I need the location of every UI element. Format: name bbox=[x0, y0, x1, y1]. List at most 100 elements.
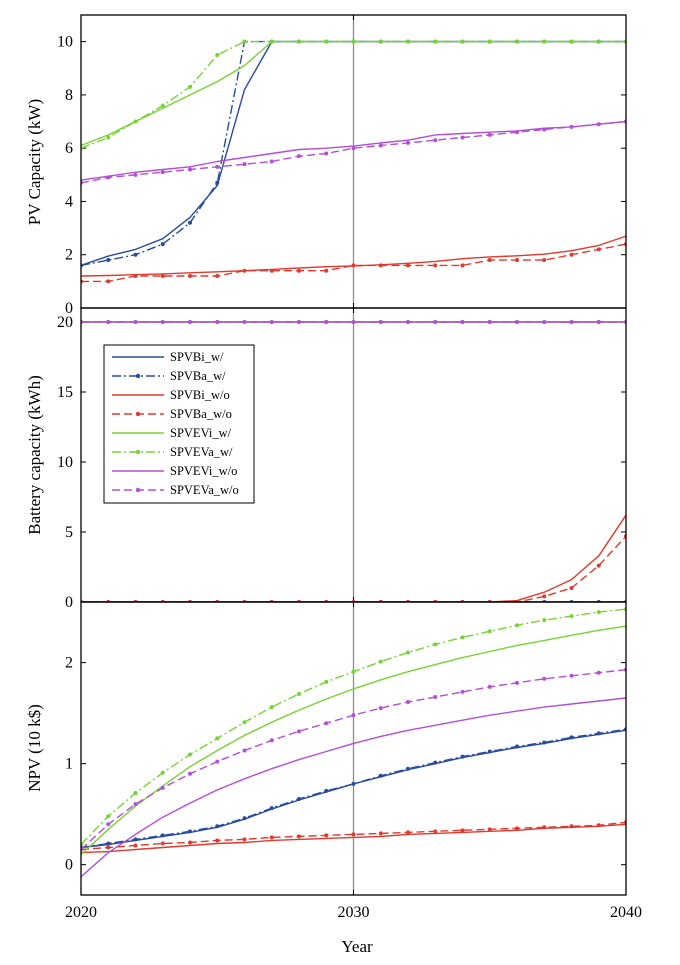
data-point bbox=[378, 659, 383, 664]
data-point bbox=[460, 135, 465, 140]
data-point bbox=[269, 705, 274, 710]
data-point bbox=[133, 843, 138, 848]
y-axis-label: NPV (10 k$) bbox=[25, 704, 44, 792]
data-point bbox=[269, 268, 274, 273]
y-tick-label: 10 bbox=[57, 34, 73, 51]
data-point bbox=[487, 629, 492, 634]
data-point bbox=[569, 124, 574, 129]
legend-label: SPVEVi_w/o bbox=[170, 464, 237, 478]
data-point bbox=[133, 802, 138, 807]
data-point bbox=[269, 806, 274, 811]
data-point bbox=[596, 731, 601, 736]
series-group bbox=[81, 607, 626, 878]
data-point bbox=[569, 673, 574, 678]
data-point bbox=[351, 320, 356, 324]
y-tick-label: 0 bbox=[65, 594, 73, 611]
y-tick-label: 6 bbox=[65, 140, 73, 157]
data-point bbox=[378, 773, 383, 778]
data-point bbox=[433, 694, 438, 699]
data-point bbox=[188, 752, 192, 757]
data-point bbox=[460, 320, 465, 324]
data-point bbox=[515, 826, 519, 831]
series-line-spvevi-w- bbox=[81, 625, 626, 856]
data-point bbox=[596, 247, 601, 252]
series-line-spvbi-w-o bbox=[81, 823, 626, 854]
data-point bbox=[542, 320, 547, 324]
data-point bbox=[460, 689, 465, 694]
data-point bbox=[406, 263, 410, 268]
data-point bbox=[106, 135, 111, 140]
data-point bbox=[351, 263, 356, 268]
data-point bbox=[406, 700, 410, 705]
data-point bbox=[297, 797, 301, 802]
data-point bbox=[406, 320, 410, 324]
data-point bbox=[106, 258, 111, 263]
data-point bbox=[242, 268, 247, 273]
y-tick-label: 10 bbox=[57, 454, 73, 471]
data-point bbox=[160, 170, 165, 175]
legend-box bbox=[103, 344, 255, 504]
series-line-spvevi-w-o bbox=[81, 697, 626, 878]
data-point bbox=[188, 84, 192, 89]
y-tick-label: 2 bbox=[65, 655, 73, 672]
data-point bbox=[351, 669, 356, 674]
legend-marker bbox=[135, 449, 141, 455]
series-group bbox=[81, 320, 626, 602]
y-tick-label: 0 bbox=[65, 857, 73, 874]
data-point bbox=[133, 252, 138, 257]
data-point bbox=[160, 103, 165, 108]
data-point bbox=[460, 263, 465, 268]
data-point bbox=[242, 162, 247, 167]
data-point bbox=[596, 320, 601, 324]
data-point bbox=[324, 39, 329, 44]
data-point bbox=[487, 258, 492, 263]
y-tick-label: 2 bbox=[65, 247, 73, 264]
data-point bbox=[160, 785, 165, 790]
data-point bbox=[106, 279, 111, 284]
data-point bbox=[297, 320, 301, 324]
data-point bbox=[188, 220, 192, 225]
data-point bbox=[542, 740, 547, 745]
data-point bbox=[515, 258, 519, 263]
data-point bbox=[542, 39, 547, 44]
data-point bbox=[406, 140, 410, 145]
data-point bbox=[515, 623, 519, 628]
data-point bbox=[324, 679, 329, 684]
legend-label: SPVEVa_w/ bbox=[170, 445, 233, 459]
data-point bbox=[269, 39, 274, 44]
series-line-spvbi-w-o bbox=[81, 514, 626, 602]
data-point bbox=[378, 320, 383, 324]
panel-1: 0 2 4 6 8 10 PV Capacity (kW) bbox=[25, 14, 627, 317]
data-point bbox=[569, 824, 574, 829]
y-tick-label: 15 bbox=[57, 384, 73, 401]
data-point bbox=[215, 320, 220, 324]
data-point bbox=[487, 827, 492, 832]
y-tick-label: 4 bbox=[65, 193, 73, 210]
data-point bbox=[378, 143, 383, 148]
data-point bbox=[215, 838, 220, 843]
legend-label: SPVBa_w/ bbox=[170, 369, 226, 383]
data-point bbox=[542, 618, 547, 623]
data-point bbox=[188, 274, 192, 279]
data-point bbox=[106, 320, 111, 324]
data-point bbox=[215, 274, 220, 279]
data-point bbox=[106, 841, 111, 846]
data-point bbox=[460, 828, 465, 833]
data-point bbox=[406, 830, 410, 835]
data-point bbox=[215, 180, 220, 185]
data-point bbox=[542, 127, 547, 132]
legend-label: SPVBi_w/ bbox=[170, 350, 224, 364]
x-tick-label: 2040 bbox=[610, 904, 642, 921]
data-point bbox=[269, 738, 274, 743]
data-point bbox=[487, 320, 492, 324]
data-point bbox=[515, 39, 519, 44]
data-point bbox=[160, 833, 165, 838]
data-point bbox=[160, 841, 165, 846]
x-tick-label: 2030 bbox=[338, 904, 370, 921]
data-point bbox=[215, 52, 220, 57]
data-point bbox=[487, 684, 492, 689]
data-point bbox=[133, 837, 138, 842]
data-point bbox=[433, 138, 438, 143]
data-point bbox=[351, 832, 356, 837]
data-point bbox=[242, 39, 247, 44]
